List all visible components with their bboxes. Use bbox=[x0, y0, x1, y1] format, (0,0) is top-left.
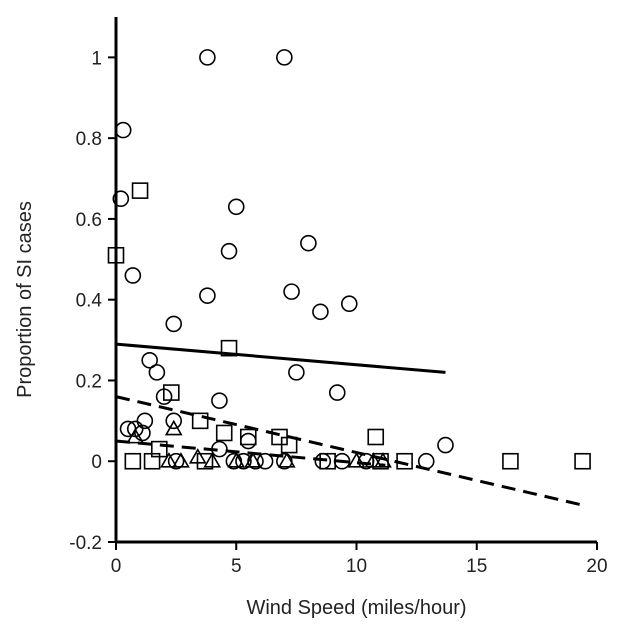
circle-data-point bbox=[165, 412, 183, 430]
y-tick-label: 1 bbox=[91, 48, 102, 69]
circle-data-point bbox=[314, 452, 332, 470]
triangle-data-point bbox=[188, 448, 207, 464]
circle-data-point bbox=[328, 384, 346, 401]
triangle-data-point bbox=[277, 452, 296, 468]
circle-data-point bbox=[220, 242, 238, 260]
square-data-point bbox=[143, 452, 161, 470]
circle-data-point bbox=[235, 452, 252, 470]
circle-data-point bbox=[114, 121, 132, 139]
x-tick-label: 10 bbox=[346, 556, 367, 577]
square-data-point bbox=[191, 412, 209, 430]
circle-data-point bbox=[417, 452, 435, 470]
square-data-point bbox=[239, 428, 257, 446]
x-tick-label: 5 bbox=[231, 556, 242, 577]
circle-series-trend-line bbox=[115, 342, 446, 374]
x-axis-label: Wind Speed (miles/hour) bbox=[246, 597, 466, 619]
triangle-data-point bbox=[203, 452, 222, 468]
x-tick-label: 20 bbox=[586, 556, 607, 577]
circle-data-point bbox=[148, 364, 166, 381]
triangle-data-point bbox=[126, 427, 145, 444]
y-tick-label: 0.6 bbox=[76, 210, 102, 231]
circle-data-point bbox=[276, 49, 293, 66]
square-data-point bbox=[367, 428, 385, 446]
triangle-data-point bbox=[172, 452, 190, 468]
square-data-point bbox=[280, 436, 298, 454]
circle-data-point bbox=[199, 287, 216, 304]
circle-data-point bbox=[288, 364, 305, 381]
y-tick-label: 0.2 bbox=[76, 371, 102, 392]
triangle-data-point bbox=[160, 452, 178, 468]
circle-data-point bbox=[136, 412, 154, 430]
y-axis-label: Proportion of SI cases bbox=[14, 201, 36, 398]
y-tick-label: 0 bbox=[91, 452, 102, 473]
axes bbox=[114, 17, 597, 544]
triangle-data-point bbox=[364, 452, 383, 468]
square-data-point bbox=[196, 452, 214, 470]
circle-data-point bbox=[340, 295, 358, 313]
data-points bbox=[107, 49, 591, 470]
x-tick-label: 15 bbox=[466, 556, 487, 577]
square-data-point bbox=[502, 452, 519, 470]
circle-data-point bbox=[437, 436, 454, 454]
y-tick-label: 0.4 bbox=[76, 291, 103, 312]
trend-lines bbox=[115, 342, 586, 508]
triangle-data-point bbox=[347, 452, 366, 468]
square-data-point bbox=[163, 384, 180, 401]
triangle-data-point bbox=[164, 419, 183, 436]
circle-data-point bbox=[312, 303, 329, 321]
square-data-point bbox=[574, 452, 591, 470]
x-tick-label: 0 bbox=[111, 556, 122, 577]
tick-labels: 0 5 10 15 20 -0.2 0 0.2 0.4 0.6 0.8 1 bbox=[69, 48, 607, 577]
square-data-point bbox=[220, 339, 238, 357]
tick-marks bbox=[108, 56, 598, 550]
circle-data-point bbox=[141, 351, 158, 369]
y-tick-label: -0.2 bbox=[69, 533, 102, 554]
circle-data-point bbox=[239, 432, 257, 450]
circle-data-point bbox=[227, 198, 245, 216]
circle-data-point bbox=[134, 424, 151, 442]
circle-data-point bbox=[199, 49, 216, 66]
triangle-data-point bbox=[227, 452, 246, 468]
circle-data-point bbox=[211, 440, 228, 458]
square-data-point bbox=[319, 452, 336, 470]
square-series-trend-line bbox=[115, 395, 586, 508]
square-data-point bbox=[124, 452, 142, 470]
circle-data-point bbox=[165, 315, 183, 333]
triangle-data-point bbox=[244, 452, 262, 468]
circle-data-point bbox=[211, 392, 228, 409]
square-data-point bbox=[131, 182, 149, 199]
square-data-point bbox=[396, 452, 413, 470]
triangle-series-trend-line bbox=[115, 439, 386, 467]
circle-data-point bbox=[112, 190, 130, 208]
triangle-data-point bbox=[374, 452, 392, 468]
circle-data-point bbox=[124, 267, 142, 284]
circle-data-point bbox=[167, 452, 185, 470]
y-tick-label: 0.8 bbox=[76, 129, 102, 150]
square-data-point bbox=[215, 424, 233, 442]
circle-data-point bbox=[283, 283, 300, 300]
circle-data-point bbox=[300, 234, 317, 252]
